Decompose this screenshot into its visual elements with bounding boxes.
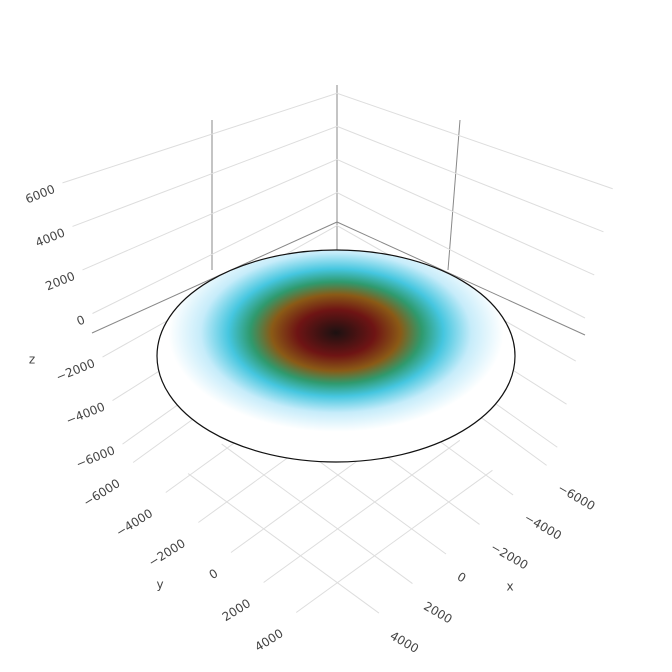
y-tick-label: −4000 — [113, 506, 155, 539]
x-grid-line — [187, 473, 380, 614]
z-grid-line — [62, 92, 613, 190]
z-grid-line — [72, 125, 604, 233]
surface — [156, 249, 516, 463]
x-grid-line — [221, 443, 413, 584]
x-tick-label: −4000 — [522, 510, 564, 542]
z-tick-label: 0 — [75, 313, 87, 329]
x-tick-label: −2000 — [488, 540, 530, 572]
y-tick-label: 0 — [207, 566, 221, 582]
z-axis-title: z — [29, 353, 35, 367]
y-tick-label: 2000 — [220, 596, 253, 624]
z-tick-label: −4000 — [64, 400, 107, 428]
y-grid-line — [295, 469, 493, 613]
x-tick-label: 2000 — [421, 599, 454, 626]
x-tick-label: 4000 — [388, 629, 421, 656]
x-tick-label: 0 — [455, 570, 469, 586]
z-tick-label: −2000 — [54, 356, 97, 384]
y-tick-label: −6000 — [81, 476, 123, 509]
box-edge — [336, 221, 586, 336]
y-tick-label: 4000 — [252, 626, 285, 654]
box-edge — [447, 119, 461, 271]
y-axis-title: y — [156, 578, 163, 592]
z-tick-label: 4000 — [33, 225, 67, 249]
z-tick-label: 6000 — [23, 182, 57, 206]
z-tick-label: 2000 — [43, 269, 77, 293]
x-tick-label: −6000 — [555, 481, 597, 513]
x-axis-title: x — [506, 580, 513, 594]
y-tick-label: −2000 — [146, 536, 188, 569]
z-grid-line — [82, 158, 595, 276]
z-grid-line — [92, 191, 586, 319]
y-grid-line — [263, 439, 461, 583]
z-tick-label: −6000 — [74, 443, 117, 471]
